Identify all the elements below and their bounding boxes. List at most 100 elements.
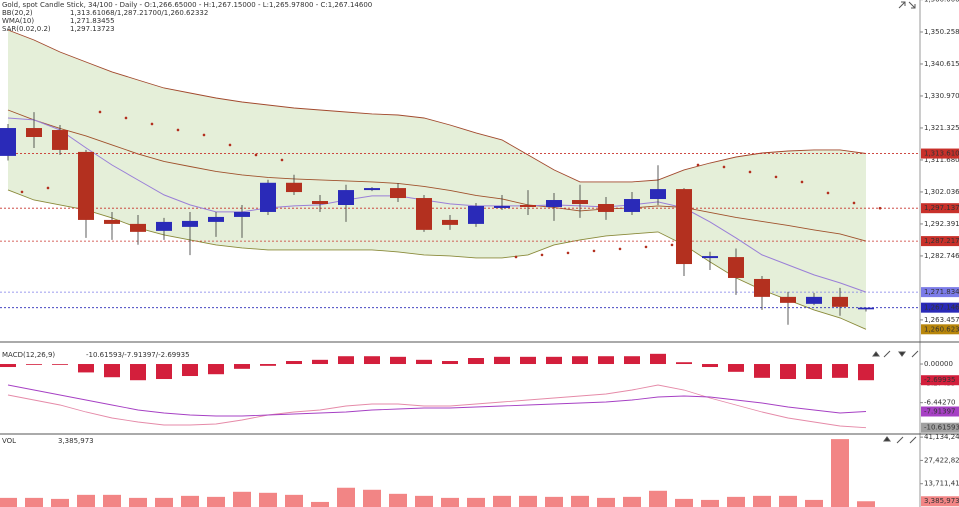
volume-bar — [623, 496, 641, 507]
candle-body — [468, 205, 484, 224]
candle-body — [754, 278, 770, 297]
macd-bar — [780, 364, 796, 380]
volume-bar — [545, 496, 563, 507]
candle-body — [702, 256, 718, 259]
band-fill — [8, 29, 866, 330]
value-box-label: 1,271.83455 — [924, 288, 959, 296]
candle-body — [156, 221, 172, 231]
volume-bar — [675, 498, 693, 507]
value-box-label: 1,287.21700 — [924, 237, 959, 245]
macd-bar — [442, 361, 458, 365]
volume-bar — [259, 492, 277, 507]
value-box-label: 1,297.13723 — [924, 204, 959, 212]
macd-bar — [416, 359, 432, 365]
value-box-label: -7.91397 — [924, 408, 955, 416]
value-box — [921, 148, 959, 159]
indicator-readout: 1,297.13723 — [70, 25, 115, 33]
indicator-readout: 1,313.61068/1,287.21700/1,260.62332 — [70, 9, 208, 17]
candle-body — [780, 296, 796, 303]
macd-bar — [130, 364, 146, 381]
y-tick-label: 1,282.74684 — [924, 252, 959, 260]
indicator-name: MACD(12,26,9) — [2, 351, 55, 359]
volume-bar — [597, 497, 615, 507]
value-box — [921, 406, 959, 417]
candle-body — [520, 204, 536, 207]
volume-bar — [155, 497, 173, 507]
candle-body — [650, 189, 666, 200]
volume-bar — [103, 494, 121, 507]
macd-bar — [520, 356, 536, 365]
volume-bar — [77, 494, 95, 507]
y-tick-label: 1,360.00000 — [924, 0, 959, 4]
macd-bar — [754, 364, 770, 378]
value-box — [921, 287, 959, 298]
macd-bar — [364, 356, 380, 365]
value-box — [921, 375, 959, 386]
panel-button[interactable] — [883, 436, 891, 442]
volume-bar — [25, 497, 43, 507]
volume-bar — [129, 497, 147, 507]
macd-bar — [650, 353, 666, 365]
candle-body — [130, 223, 146, 232]
volume-bar — [363, 489, 381, 507]
y-tick-label: 1,340.61512 — [924, 60, 959, 68]
volume-bar — [571, 495, 589, 507]
value-box — [921, 236, 959, 247]
candle-body — [364, 188, 380, 191]
y-tick-label: 1,321.32569 — [924, 124, 959, 132]
volume-bar — [285, 494, 303, 507]
sar-dot — [280, 158, 284, 162]
candle-body — [390, 188, 406, 199]
indicator-readout: 3,385,973 — [58, 437, 94, 445]
macd-bar — [78, 364, 94, 373]
value-box-label: 1,260.62332 — [924, 325, 959, 333]
y-tick-label: 41,134,243 — [924, 433, 959, 441]
macd-bar — [494, 356, 510, 365]
panel-buttons[interactable] — [896, 436, 917, 444]
y-tick-label: 1,302.03627 — [924, 188, 959, 196]
macd-line — [7, 384, 867, 417]
sar-dot — [98, 110, 102, 114]
macd-bar — [182, 364, 198, 377]
volume-bar — [51, 498, 69, 507]
macd-line — [7, 384, 867, 429]
volume-bar — [233, 491, 251, 507]
y-tick-label: 1,350.25863 — [924, 28, 959, 36]
candle-body — [572, 200, 588, 204]
sar-dot — [124, 116, 128, 120]
candle-body — [546, 200, 562, 207]
panel-buttons[interactable] — [872, 351, 906, 357]
wma-line — [7, 117, 867, 293]
value-box-label: 1,267.14600 — [924, 304, 959, 312]
candle-body — [52, 130, 68, 150]
volume-bar — [207, 496, 225, 507]
collapse-button[interactable] — [908, 1, 916, 9]
panel-buttons[interactable] — [883, 350, 919, 358]
expand-button[interactable] — [898, 1, 906, 9]
sar-dot — [852, 201, 856, 205]
sar-dot — [748, 170, 752, 174]
sar-dot — [826, 191, 830, 195]
sar-dot — [540, 253, 544, 257]
value-box — [921, 496, 959, 507]
sar-dot — [774, 175, 778, 179]
sar-dot — [800, 180, 804, 184]
macd-bar — [598, 356, 614, 365]
y-tick-label: 1,263.45741 — [924, 316, 959, 324]
macd-bar — [858, 364, 874, 381]
macd-bar — [624, 356, 640, 365]
band-upper — [7, 29, 867, 183]
sar-dot — [228, 143, 232, 147]
y-tick-label: 1,311.68098 — [924, 156, 959, 164]
y-tick-label: 0.00000 — [924, 360, 953, 368]
candle-body — [338, 190, 354, 205]
candle-body — [0, 128, 16, 156]
band-middle — [7, 109, 867, 242]
candle-body — [442, 219, 458, 225]
volume-bar — [493, 495, 511, 507]
macd-bar — [156, 364, 172, 380]
macd-bar — [806, 364, 822, 380]
y-tick-label: 1,292.39155 — [924, 220, 959, 228]
